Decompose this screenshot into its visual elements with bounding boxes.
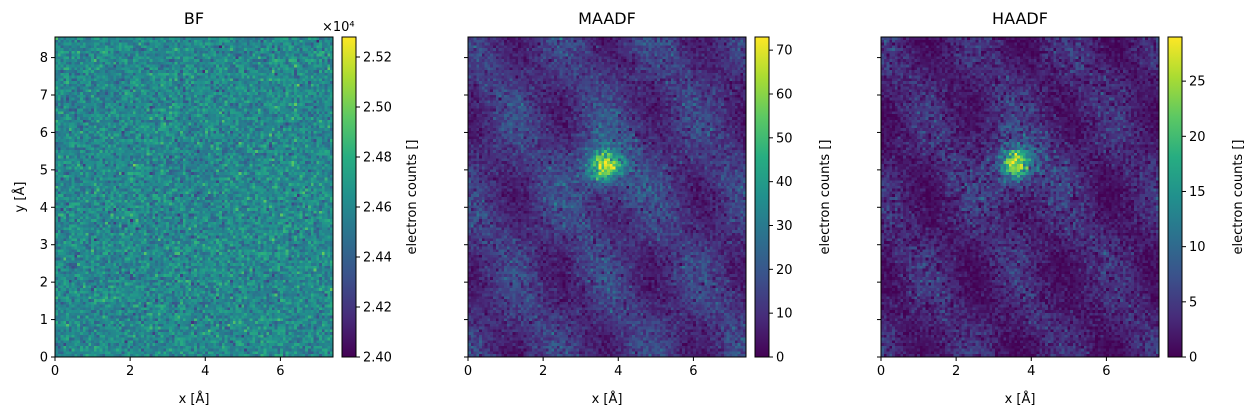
y-tick-label: 5 [40,163,48,178]
colorbar-tick-label: 20 [776,263,793,278]
colorbar [341,36,357,358]
x-axis-label: x [Å] [179,391,210,407]
colorbar-tick-label: 5 [1189,295,1197,310]
x-tick-label: 0 [51,364,59,379]
colorbar-tick-label: 2.42 [363,301,392,316]
panel-title: HAADF [992,9,1048,28]
colorbar-tick-label: 2.52 [363,51,392,66]
panel-maadf: MAADF 0 2 4 6 x [Å] 0 10 20 30 40 50 60 70 electron co… [464,9,833,407]
y-tick-label: 3 [40,238,48,253]
heatmap-image [468,37,746,357]
x-tick-label: 4 [201,364,209,379]
colorbar-tick-label: 2.44 [363,251,392,266]
x-tick-label: 4 [1027,364,1035,379]
colorbar-tick-label: 0 [776,351,784,366]
colorbar-tick-label: 40 [776,175,793,190]
y-tick-label: 1 [40,313,48,328]
x-tick-label: 0 [877,364,885,379]
colorbar-label: electron counts [] [818,140,833,255]
x-tick-label: 2 [126,364,134,379]
y-tick-label: 7 [40,89,48,104]
panel-title: MAADF [578,9,636,28]
colorbar-tick-label: 2.50 [363,101,392,116]
colorbar-tick-label: 20 [1189,130,1206,145]
x-axis-label: x [Å] [592,391,623,407]
colorbar-tick-label: 2.48 [363,151,392,166]
x-tick-label: 2 [952,364,960,379]
y-tick-label: 8 [40,51,48,66]
colorbar-tick-label: 30 [776,219,793,234]
heatmap-image [881,37,1159,357]
colorbar-tick-label: 25 [1189,75,1206,90]
colorbar [1167,36,1183,358]
x-tick-label: 6 [276,364,284,379]
colorbar-label: electron counts [] [405,140,420,255]
y-tick-label: 0 [40,351,48,366]
panel-bf: BF 0 2 4 6 x [Å] 0 1 2 3 4 5 6 7 8 y [Å] 2.40 2.42 2.44 2.4… [12,9,420,407]
heatmap-image [55,37,333,357]
x-tick-label: 0 [464,364,472,379]
colorbar [754,36,770,358]
y-tick-label: 6 [40,126,48,141]
axes-frame [54,36,334,358]
x-axis-label: x [Å] [1005,391,1036,407]
panel-haadf: HAADF 0 2 4 6 x [Å] 0 5 10 15 20 25 electron counts … [877,9,1244,407]
colorbar-tick-label: 10 [1189,240,1206,255]
x-tick-label: 6 [689,364,697,379]
colorbar-tick-label: 60 [776,87,793,102]
x-tick-label: 2 [539,364,547,379]
y-tick-label: 4 [40,201,48,216]
colorbar-tick-label: 10 [776,307,793,322]
y-axis-label: y [Å] [12,182,28,213]
y-tick-label: 2 [40,276,48,291]
colorbar-tick-label: 2.40 [363,351,392,366]
panel-title: BF [184,9,204,28]
colorbar-tick-label: 2.46 [363,201,392,216]
axes-frame [880,36,1160,358]
colorbar-label: electron counts [] [1231,140,1244,255]
colorbar-tick-label: 70 [776,44,793,59]
colorbar-offset-label: ×10⁴ [322,20,355,35]
colorbar-tick-label: 0 [1189,351,1197,366]
colorbar-tick-label: 50 [776,131,793,146]
x-tick-label: 6 [1102,364,1110,379]
axes-frame [467,36,747,358]
colorbar-tick-label: 15 [1189,185,1206,200]
x-tick-label: 4 [614,364,622,379]
